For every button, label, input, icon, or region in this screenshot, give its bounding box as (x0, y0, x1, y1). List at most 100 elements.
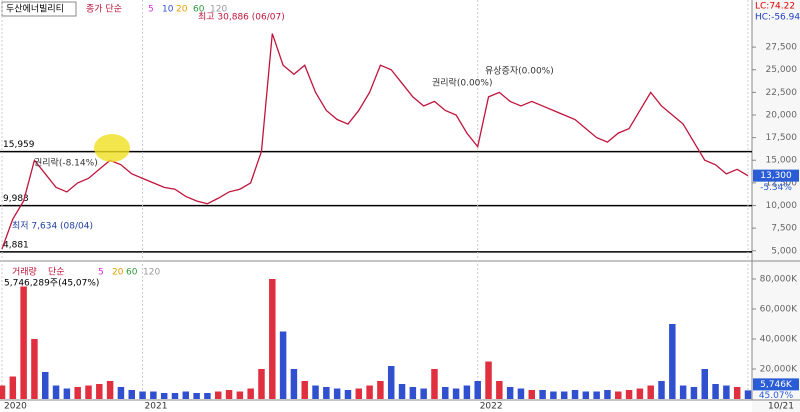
volume-bar (106, 381, 114, 399)
volume-bar (625, 390, 633, 399)
y-tick-label: 60,000K (760, 305, 798, 315)
volume-bar (560, 391, 568, 399)
volume-bar (0, 385, 6, 399)
y-tick-label: 17,500 (766, 133, 798, 143)
volume-bar (420, 388, 427, 399)
lc-label: LC:74.22 (755, 2, 795, 12)
volume-bar (679, 385, 687, 399)
volume-bar (139, 391, 146, 399)
volume-bar (366, 385, 373, 399)
y-tick-label: 20,000 (766, 110, 798, 120)
volume-bar (658, 381, 665, 399)
volume-bar (236, 391, 244, 399)
volume-bar (571, 390, 579, 399)
volume-bar (723, 385, 730, 399)
y-tick-label: 7,500 (771, 224, 797, 234)
y-tick-label: 80,000K (760, 275, 798, 285)
axis-panel (752, 0, 800, 412)
volume-bar (20, 286, 27, 399)
volume-bar (442, 387, 449, 399)
last-volume: 5,746K (760, 380, 793, 390)
y-tick-label: 27,500 (766, 43, 798, 53)
x-tick-label: 2020 (4, 402, 27, 412)
volume-bar (225, 390, 233, 399)
volume-bar (182, 391, 190, 399)
volume-bar (247, 388, 254, 399)
volume-bar (690, 387, 698, 399)
y-tick-label: 10,000 (766, 201, 798, 211)
x-tick-label: 10/21 (768, 402, 794, 412)
volume-bar (387, 366, 395, 399)
volume-bar (582, 391, 590, 399)
volume-bar (744, 390, 752, 399)
volume-bar (377, 381, 384, 399)
volume-bar (52, 385, 60, 399)
volume-bar (355, 388, 363, 399)
volume-bar (117, 387, 125, 399)
ma-legend: 60 (126, 268, 138, 278)
volume-bar (398, 384, 406, 399)
price-line (1, 33, 749, 250)
volume-bar (42, 372, 49, 399)
volume-bar (517, 388, 525, 399)
y-tick-label: 25,000 (766, 65, 798, 75)
volume-bar (604, 390, 611, 399)
ma-legend: 20 (112, 268, 124, 278)
ma-legend: 120 (210, 5, 227, 15)
volume-bar (193, 393, 200, 399)
volume-bar (647, 385, 654, 399)
volume-bar (204, 393, 211, 399)
volume-bar (463, 385, 471, 399)
ma-legend: 120 (143, 268, 160, 278)
volume-bar (615, 391, 622, 399)
volume-bar (128, 390, 135, 399)
volume-bar (323, 387, 330, 399)
volume-bar (9, 376, 17, 399)
volume-bar (150, 391, 157, 399)
volume-bar (506, 387, 514, 399)
ma-legend: 5 (98, 268, 104, 278)
volume-bar (452, 388, 460, 399)
y-tick-label: 15,000 (766, 156, 798, 166)
subtitle: 종가 단순 (86, 4, 122, 15)
last-price-box (753, 169, 799, 182)
volume-bar (409, 387, 417, 399)
volume-bar (258, 369, 265, 399)
volume-bar (312, 385, 319, 399)
hline-label: 9,983 (3, 194, 29, 204)
volume-bar (171, 393, 179, 399)
ma-legend: 5 (148, 5, 154, 15)
volume-bar (474, 381, 481, 399)
ma-legend: 60 (193, 5, 205, 15)
highlight (94, 134, 130, 162)
volume-bar (279, 331, 287, 399)
volume-bar (701, 369, 708, 399)
y-tick-label: 22,500 (766, 88, 798, 98)
hline-label: 4,881 (3, 240, 29, 250)
volume-ratio: 45.07% (759, 391, 794, 401)
annotation: 권리락(0.00%) (432, 77, 492, 89)
chart-title: 두산에너빌리티 (6, 4, 64, 15)
last-volume-box (753, 378, 799, 391)
volume-bar (63, 388, 71, 399)
annotation: 최고 30,886 (06/07) (198, 12, 285, 23)
volume-bar (712, 384, 719, 399)
y-tick-label: 5,000 (771, 246, 797, 256)
x-tick-label: 2021 (145, 402, 168, 412)
y-tick-label: 20,000K (760, 365, 798, 375)
volume-bar (550, 391, 557, 399)
volume-bar (290, 369, 298, 399)
volume-info: 5,746,289주(45,07%) (4, 278, 99, 289)
volume-title: 거래량 (12, 266, 37, 278)
volume-bar (733, 387, 741, 399)
volume-bar (31, 339, 38, 399)
volume-bar (539, 390, 546, 399)
last-price: 13,300 (760, 171, 792, 181)
volume-bar (74, 387, 81, 399)
volume-bar (431, 369, 438, 399)
y-tick-label: 40,000K (760, 335, 798, 345)
volume-bar (528, 390, 536, 399)
last-change: -5.34% (760, 183, 792, 193)
